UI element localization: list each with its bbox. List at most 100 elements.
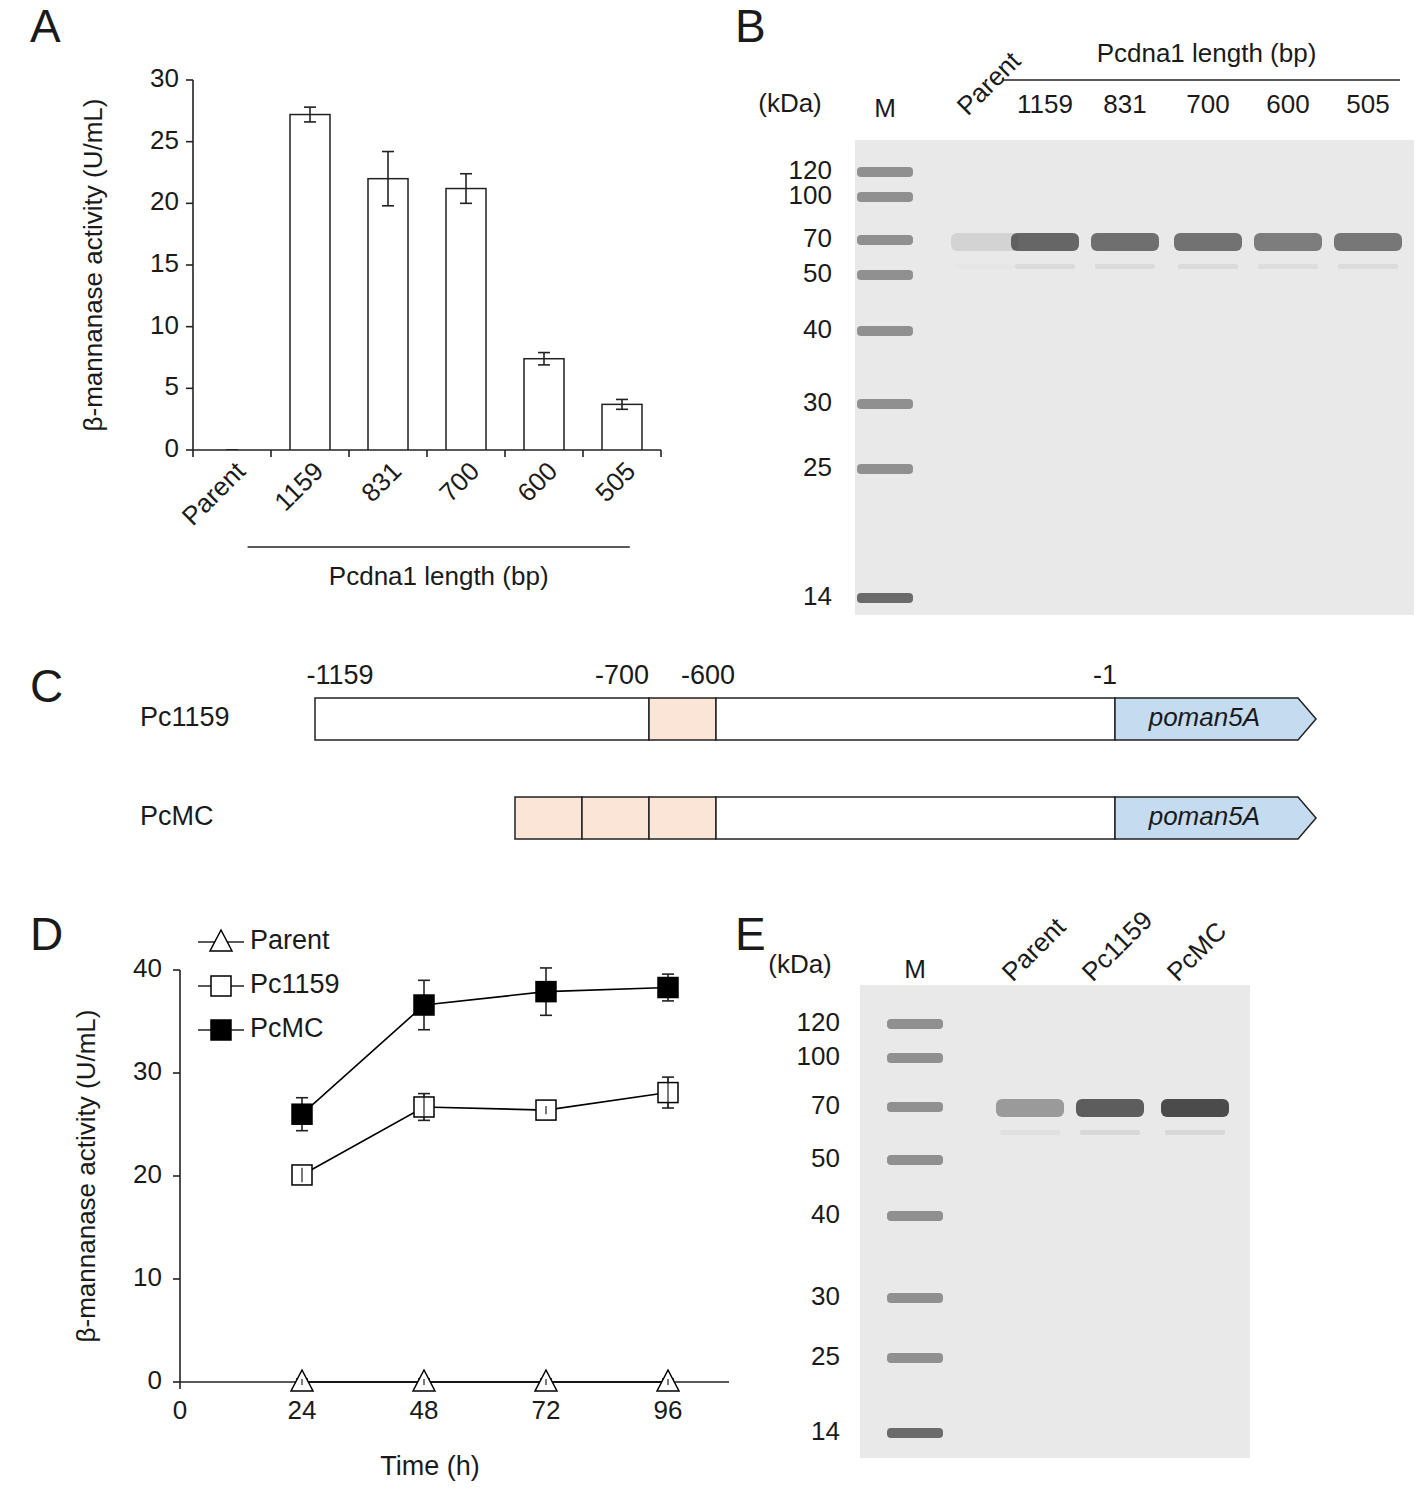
y-tick bbox=[186, 388, 193, 390]
marker-size-label: 40 bbox=[811, 1199, 840, 1229]
lane-label: 831 bbox=[1103, 89, 1146, 119]
x-tick-label: 600 bbox=[511, 456, 563, 508]
series-line bbox=[302, 988, 668, 1115]
error-line bbox=[667, 1379, 669, 1385]
x-tick-label: 700 bbox=[433, 456, 485, 508]
x-tick-label: 1159 bbox=[268, 456, 329, 517]
x-tick-label: 0 bbox=[173, 1395, 187, 1425]
marker-band bbox=[887, 1211, 943, 1221]
minor-band bbox=[1095, 264, 1155, 269]
marker-band bbox=[857, 326, 913, 336]
error-line bbox=[309, 107, 311, 122]
promoter-segment bbox=[716, 698, 1115, 740]
promoter-segment bbox=[315, 698, 649, 740]
y-tick bbox=[186, 79, 193, 81]
y-tick bbox=[173, 1278, 180, 1280]
bar bbox=[446, 189, 486, 450]
sample-band bbox=[951, 233, 1019, 251]
y-tick-label: 0 bbox=[148, 1365, 162, 1395]
y-tick-label: 20 bbox=[133, 1159, 162, 1189]
error-cap bbox=[616, 408, 628, 410]
error-bar bbox=[382, 152, 394, 206]
minor-band bbox=[1015, 264, 1075, 269]
error-cap bbox=[538, 352, 550, 354]
y-tick bbox=[186, 449, 193, 451]
marker-size-label: 25 bbox=[811, 1341, 840, 1371]
x-tick bbox=[582, 450, 584, 457]
marker-size-label: 100 bbox=[797, 1041, 840, 1071]
marker bbox=[211, 1020, 231, 1040]
error-cap bbox=[662, 973, 674, 975]
marker bbox=[292, 1104, 312, 1124]
sample-band bbox=[1334, 233, 1402, 251]
construct-label: Pc1159 bbox=[140, 702, 230, 732]
plot-area bbox=[291, 968, 679, 1391]
error-bar bbox=[538, 353, 550, 365]
marker bbox=[414, 995, 434, 1015]
bar bbox=[524, 359, 564, 450]
error-cap bbox=[540, 1015, 552, 1017]
marker-band bbox=[857, 192, 913, 202]
error-line bbox=[545, 1106, 547, 1114]
error-line bbox=[423, 1379, 425, 1385]
gene-label: poman5A bbox=[1148, 801, 1260, 831]
marker-band bbox=[857, 593, 913, 603]
series-line bbox=[302, 1381, 668, 1383]
marker-lane-label: M bbox=[904, 954, 926, 984]
marker-size-label: 50 bbox=[803, 258, 832, 288]
x-tick-label: 505 bbox=[589, 456, 641, 508]
bar bbox=[290, 115, 330, 450]
error-line bbox=[543, 353, 545, 365]
error-line bbox=[387, 152, 389, 206]
marker-band bbox=[887, 1293, 943, 1303]
legend-label: Parent bbox=[250, 925, 330, 955]
error-line bbox=[301, 1379, 302, 1385]
y-tick-label: 40 bbox=[133, 953, 162, 983]
error-line bbox=[545, 1379, 547, 1385]
promoter-segment bbox=[649, 797, 716, 839]
error-cap bbox=[662, 1000, 674, 1002]
error-line bbox=[465, 174, 467, 204]
y-tick-label: 30 bbox=[133, 1056, 162, 1086]
marker-size-label: 30 bbox=[811, 1281, 840, 1311]
position-label: -700 bbox=[595, 660, 649, 690]
error-cap bbox=[418, 979, 430, 981]
error-line bbox=[667, 1077, 669, 1108]
bar bbox=[212, 449, 252, 450]
marker-size-label: 14 bbox=[811, 1416, 840, 1446]
error-cap bbox=[226, 449, 238, 450]
lane-label: 505 bbox=[1346, 89, 1389, 119]
panel-label: E bbox=[735, 908, 766, 960]
error-line bbox=[621, 399, 623, 409]
x-tick-label: Parent bbox=[176, 455, 252, 531]
lane-label: 600 bbox=[1266, 89, 1309, 119]
position-label: -1159 bbox=[306, 660, 373, 690]
minor-band bbox=[1000, 1130, 1060, 1135]
marker bbox=[413, 1370, 435, 1391]
y-tick bbox=[173, 1175, 180, 1177]
x-tick bbox=[348, 450, 350, 457]
marker bbox=[536, 1100, 556, 1120]
error-cap bbox=[304, 121, 316, 123]
y-axis-label: β-mannanase activity (U/mL) bbox=[78, 99, 108, 432]
error-line bbox=[545, 1379, 546, 1385]
marker-band bbox=[857, 167, 913, 177]
panel-label: B bbox=[735, 0, 766, 52]
error-cap bbox=[460, 203, 472, 205]
promoter-segment bbox=[649, 698, 716, 740]
marker-band bbox=[887, 1155, 943, 1165]
bar bbox=[602, 404, 642, 450]
error-line bbox=[301, 1379, 303, 1385]
y-tick bbox=[173, 1072, 180, 1074]
legend-entry: Parent bbox=[198, 925, 330, 955]
marker-size-label: 120 bbox=[797, 1007, 840, 1037]
sample-band bbox=[1091, 233, 1159, 251]
marker-size-label: 50 bbox=[811, 1143, 840, 1173]
x-tick-label: 96 bbox=[654, 1395, 683, 1425]
marker-size-label: 14 bbox=[803, 581, 832, 611]
x-axis-label: Pcdna1 length (bp) bbox=[329, 561, 549, 591]
lane-label: Pc1159 bbox=[1076, 905, 1158, 987]
marker bbox=[292, 1165, 312, 1185]
lane-label: 1159 bbox=[1017, 89, 1073, 119]
marker-size-label: 70 bbox=[803, 223, 832, 253]
